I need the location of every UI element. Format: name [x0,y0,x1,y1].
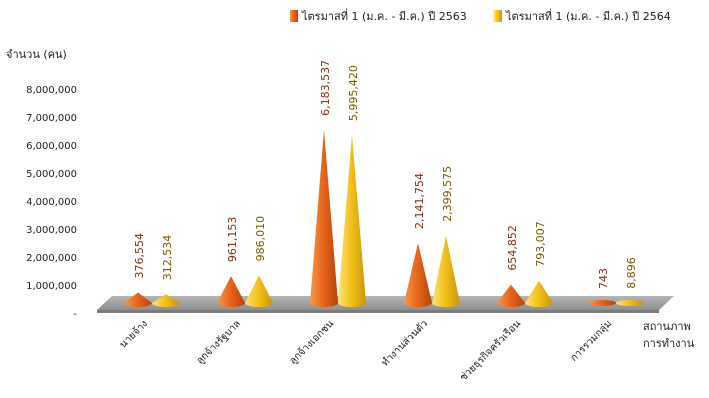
cone-series-1-3 [310,129,338,307]
data-label-series-2-1: 312,534 [161,235,174,281]
cone-series-2-3 [338,135,366,307]
cone-series-2-1 [152,294,180,307]
legend-label-series-2: ไตรมาสที่ 1 (ม.ค. - มี.ค.) ปี 2564 [505,8,671,23]
y-tick-label: 4,000,000 [26,197,77,208]
y-tick-label: 2,000,000 [26,253,77,264]
data-label-series-1-5: 654,852 [506,225,519,271]
category-label-4: ทำงานส่วนตัว [380,318,430,368]
x-axis-title-line-2: การทำงาน [643,337,695,350]
y-tick-label: 1,000,000 [26,281,77,292]
category-label-1: นายจ้าง [117,318,150,351]
chart-cones [124,129,644,307]
category-label-2: ลูกจ้างรัฐบาล [194,318,243,367]
y-tick-label: 8,000,000 [26,85,77,96]
y-tick-label: 7,000,000 [26,113,77,124]
cone-series-2-4 [432,235,460,307]
x-axis-title-line-1: สถานภาพ [643,320,691,333]
cone-series-2-2 [245,275,273,307]
y-axis-ticks: 8,000,000 7,000,000 6,000,000 5,000,000 4,00… [26,85,77,320]
cone-series-1-5 [497,284,525,307]
data-label-series-2-5: 793,007 [534,221,547,267]
legend-swatch-series-2 [494,10,502,22]
y-axis-title: จำนวน (คน) [6,48,67,61]
data-label-series-1-3: 6,183,537 [319,60,332,116]
data-label-series-2-4: 2,399,575 [441,166,454,222]
cone-series-1-6 [588,300,616,306]
cone-series-2-5 [525,280,553,307]
data-label-series-2-2: 986,010 [254,216,267,262]
chart-floor-edge [97,310,659,313]
category-label-6: การรวมกลุ่ม [569,318,615,364]
y-tick-label: - [73,309,77,320]
cone-series-1-4 [404,243,432,307]
cone-series-1-1 [124,292,152,307]
y-tick-label: 5,000,000 [26,169,77,180]
legend: ไตรมาสที่ 1 (ม.ค. - มี.ค.) ปี 2563 ไตรมา… [290,8,671,23]
data-label-series-2-3: 5,995,420 [347,65,360,121]
data-labels: 376,554 312,534 961,153 986,010 6,183,537 5,9… [133,60,638,289]
data-label-series-2-6: 8,896 [625,257,638,289]
category-labels: นายจ้าง ลูกจ้างรัฐบาล ลูกจ้างเอกชน ทำงานส่ว… [117,318,614,384]
category-label-3: ลูกจ้างเอกชน [287,318,336,367]
data-label-series-1-1: 376,554 [133,233,146,279]
cone-series-1-2 [217,276,245,307]
data-label-series-1-6: 743 [597,268,610,289]
category-label-5: ช่วยธุรกิจครัวเรือน [457,318,523,384]
y-tick-label: 3,000,000 [26,225,77,236]
data-label-series-1-4: 2,141,754 [413,173,426,229]
y-tick-label: 6,000,000 [26,141,77,152]
cone-series-2-6 [616,300,644,306]
legend-swatch-series-1 [290,10,298,22]
data-label-series-1-2: 961,153 [226,217,239,263]
legend-label-series-1: ไตรมาสที่ 1 (ม.ค. - มี.ค.) ปี 2563 [301,8,467,23]
chart-floor [97,296,674,310]
